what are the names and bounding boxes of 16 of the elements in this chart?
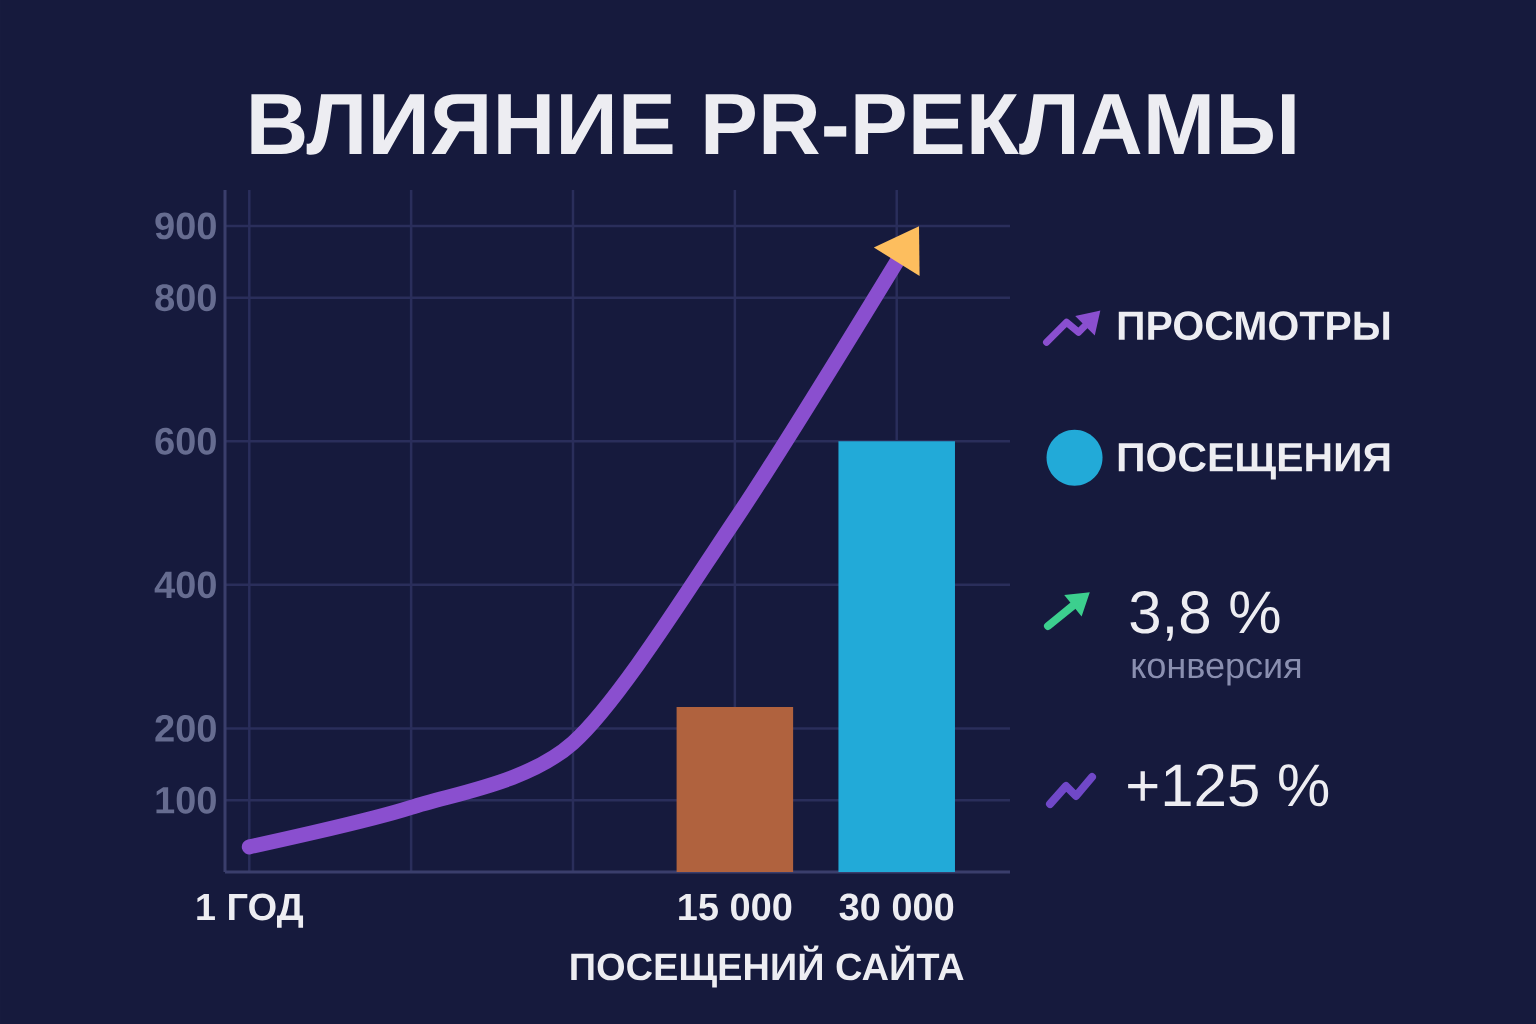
y-tick-label: 900 (155, 212, 216, 240)
y-tick-label: 800 (155, 284, 216, 312)
legend-label: ПРОСМОТРЫ (1118, 311, 1390, 341)
text: конверсия (1132, 658, 1301, 686)
x-tick-label: 1 ГОД (197, 893, 304, 928)
y-tick-label: 600 (155, 427, 216, 455)
text: +125 % (1128, 764, 1329, 807)
y-tick-label: 400 (154, 571, 216, 599)
x-tick-label: 30 000 (839, 893, 954, 921)
x-tick-label: 15 000 (679, 893, 792, 921)
legend-label: ПОСЕЩЕНИЯ (1118, 442, 1390, 480)
text: 3,8 % (1130, 591, 1280, 641)
x-axis-title: ПОСЕЩЕНИЙ САЙТА (571, 945, 964, 988)
y-tick-label: 200 (155, 714, 216, 742)
y-tick-label: 100 (156, 786, 216, 814)
chart-title: ВЛИЯНИЕ PR-РЕКЛАМЫ (251, 94, 1295, 155)
